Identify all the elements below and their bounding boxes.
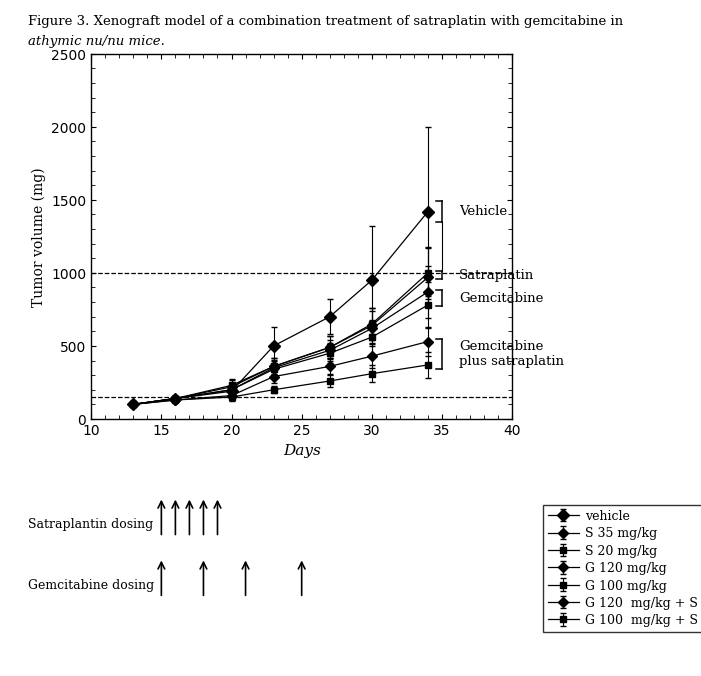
- Text: Gemcitabine: Gemcitabine: [458, 292, 543, 305]
- Text: Figure 3. Xenograft model of a combination treatment of satraplatin with gemcita: Figure 3. Xenograft model of a combinati…: [28, 15, 622, 28]
- Text: Satraplantin dosing: Satraplantin dosing: [28, 517, 154, 531]
- Text: Gemcitabine
plus satraplatin: Gemcitabine plus satraplatin: [458, 340, 564, 368]
- Y-axis label: Tumor volume (mg): Tumor volume (mg): [32, 167, 46, 306]
- Text: Satraplatin: Satraplatin: [458, 269, 533, 282]
- Text: Gemcitabine dosing: Gemcitabine dosing: [28, 578, 154, 592]
- Text: athymic nu/nu mice.: athymic nu/nu mice.: [28, 35, 165, 48]
- Text: Vehicle: Vehicle: [458, 206, 507, 218]
- Legend: vehicle, S 35 mg/kg, S 20 mg/kg, G 120 mg/kg, G 100 mg/kg, G 120  mg/kg + S 20 m: vehicle, S 35 mg/kg, S 20 mg/kg, G 120 m…: [542, 505, 701, 632]
- X-axis label: Days: Days: [283, 443, 320, 458]
